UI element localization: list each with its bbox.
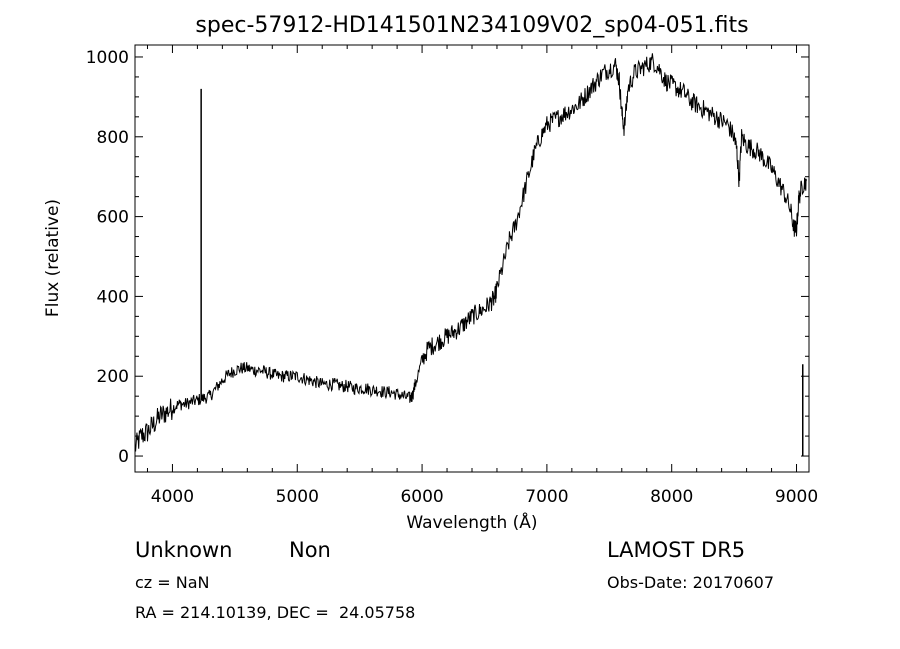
x-axis-ticks: 4000 5000 6000 7000 8000 9000	[146, 45, 818, 507]
y-tick-label: 200	[97, 367, 129, 387]
chart-title: spec-57912-HD141501N234109V02_sp04-051.f…	[195, 13, 748, 38]
y-tick-label: 800	[97, 128, 129, 148]
obs-date: Obs-Date: 20170607	[607, 573, 775, 592]
x-tick-label: 6000	[400, 487, 443, 507]
x-axis-label: Wavelength (Å)	[406, 511, 537, 533]
x-tick-label: 9000	[775, 487, 818, 507]
y-tick-label: 400	[97, 287, 129, 307]
x-tick-label: 8000	[650, 487, 693, 507]
y-axis-label: Flux (relative)	[43, 199, 63, 317]
redshift-text: cz = NaN	[135, 573, 210, 592]
x-tick-label: 7000	[525, 487, 568, 507]
x-tick-label: 4000	[151, 487, 194, 507]
y-tick-label: 600	[97, 208, 129, 228]
object-subclass: Non	[289, 538, 331, 562]
survey-name: LAMOST DR5	[607, 538, 746, 562]
x-tick-label: 5000	[276, 487, 319, 507]
coordinates-text: RA = 214.10139, DEC = 24.05758	[135, 603, 416, 622]
spectrum-line	[134, 53, 807, 452]
object-class: Unknown	[135, 538, 233, 562]
y-tick-label: 0	[118, 447, 129, 467]
y-axis-ticks: 0 200 400 600 800 1000	[86, 48, 809, 467]
y-tick-label: 1000	[86, 48, 129, 68]
spike-lines	[200, 88, 804, 457]
